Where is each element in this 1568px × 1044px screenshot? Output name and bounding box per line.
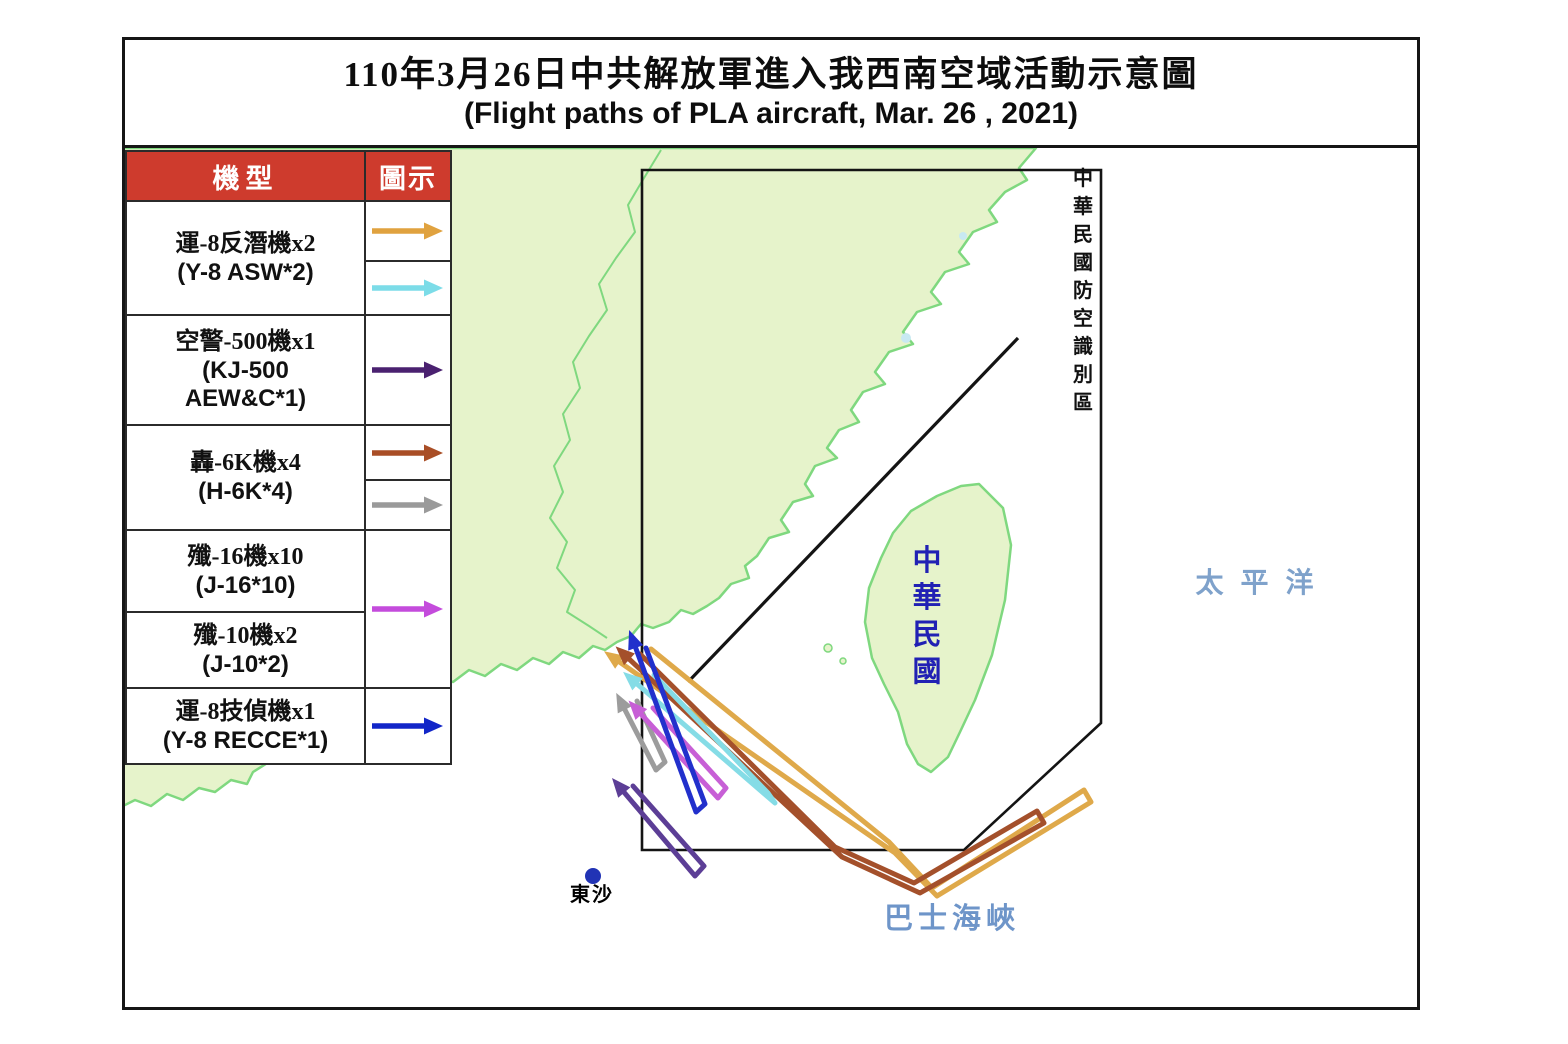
y8-asw-orange-path-arrowhead <box>604 651 625 669</box>
h6k-brown-path-arrowhead <box>615 646 635 666</box>
y8-asw-label-zh: 運-8反潛機x2 <box>175 230 316 257</box>
map-area: 中華民國防空識別區中華民國 太平洋巴士海峽 東沙 機型 圖示 運-8反潛機x2 (Y… <box>125 148 1417 1007</box>
y8-asw-cyan-arrow-icon <box>366 276 450 300</box>
kj500-purple-path-arrowhead <box>612 778 631 798</box>
adiz-label: 中華民國防空識別區 <box>1073 166 1093 414</box>
adiz-boundary <box>640 168 1103 852</box>
legend-cell-kj500: 空警-500機x1 (KJ-500 AEW&C*1) <box>125 314 366 426</box>
legend-cell-y8recce: 運-8技偵機x1 (Y-8 RECCE*1) <box>125 687 366 765</box>
province-border <box>549 149 662 639</box>
dongsha-island-dot <box>585 868 601 884</box>
kj500-purple-arrow-icon <box>366 358 450 382</box>
h6k-gray-path <box>621 698 668 773</box>
taiwan-strait-median-line <box>686 336 1020 684</box>
legend-header-icon: 圖示 <box>364 150 452 202</box>
y8-asw-label-en: (Y-8 ASW*2) <box>177 258 314 286</box>
kj500-label-en: (KJ-500 AEW&C*1) <box>184 357 307 412</box>
h6k-gray-path-arrowhead <box>616 692 632 714</box>
j10-label-zh: 殲-10機x2 <box>193 622 298 649</box>
h6k-label-en: (H-6K*4) <box>198 478 293 506</box>
j16-label-zh: 殲-16機x10 <box>187 543 304 570</box>
taiwan-island <box>863 482 1013 774</box>
pacific-label: 太平洋 <box>1195 566 1330 599</box>
j16-j10-magenta-path-arrowhead <box>628 700 648 720</box>
legend-table: 機型 圖示 運-8反潛機x2 (Y-8 ASW*2) 空警-500機x1 (KJ… <box>125 150 452 765</box>
y8-asw-orange-arrow-icon <box>366 219 450 243</box>
y8-recce-blue-path-arrowhead <box>628 630 644 651</box>
lake-1 <box>959 232 967 240</box>
title-block: 110年3月26日中共解放軍進入我西南空域活動示意圖 (Flight paths… <box>125 40 1417 148</box>
legend-header-type: 機型 <box>125 150 366 202</box>
legend-cell-y8asw: 運-8反潛機x2 (Y-8 ASW*2) <box>125 200 366 316</box>
figure-frame: 110年3月26日中共解放軍進入我西南空域活動示意圖 (Flight paths… <box>122 37 1420 1010</box>
title-english: (Flight paths of PLA aircraft, Mar. 26 ,… <box>463 97 1079 131</box>
y8-asw-cyan-path <box>633 672 778 806</box>
y8-recce-blue-arrow-icon <box>366 714 450 738</box>
h6k-label-zh: 轟-6K機x4 <box>190 450 301 477</box>
y8-asw-cyan-path-arrowhead <box>623 671 643 691</box>
y8-asw-orange-path <box>615 646 1094 899</box>
j16-label-en: (J-16*10) <box>195 571 296 599</box>
penghu-islet-0 <box>823 643 833 653</box>
dongsha-label: 東沙 <box>570 883 614 906</box>
y8-recce-blue-path <box>632 643 708 815</box>
j10-label-en: (J-10*2) <box>202 650 289 678</box>
lake-0 <box>901 333 911 343</box>
h6k-gray-arrow-icon <box>366 493 450 517</box>
kj500-label-zh: 空警-500機x1 <box>175 328 316 355</box>
j16-j10-magenta-path <box>637 705 729 801</box>
y8-recce-label-zh: 運-8技偵機x1 <box>175 698 316 725</box>
legend-cell-h6k: 轟-6K機x4 (H-6K*4) <box>125 424 366 531</box>
h6k-brown-arrow-icon <box>366 441 450 465</box>
kj500-purple-path <box>620 783 707 879</box>
title-chinese: 110年3月26日中共解放軍進入我西南空域活動示意圖 <box>343 55 1199 95</box>
legend-cell-j10: 殲-10機x2 (J-10*2) <box>125 611 366 689</box>
j16-j10-magenta-arrow-icon <box>366 597 450 621</box>
penghu-islet-1 <box>839 657 847 665</box>
taiwan-label: 中華民國 <box>912 544 941 688</box>
legend-cell-j16: 殲-16機x10 (J-16*10) <box>125 529 366 613</box>
y8-recce-label-en: (Y-8 RECCE*1) <box>162 726 329 754</box>
h6k-brown-path <box>625 651 1047 896</box>
bashi-label: 巴士海峽 <box>884 902 1020 935</box>
